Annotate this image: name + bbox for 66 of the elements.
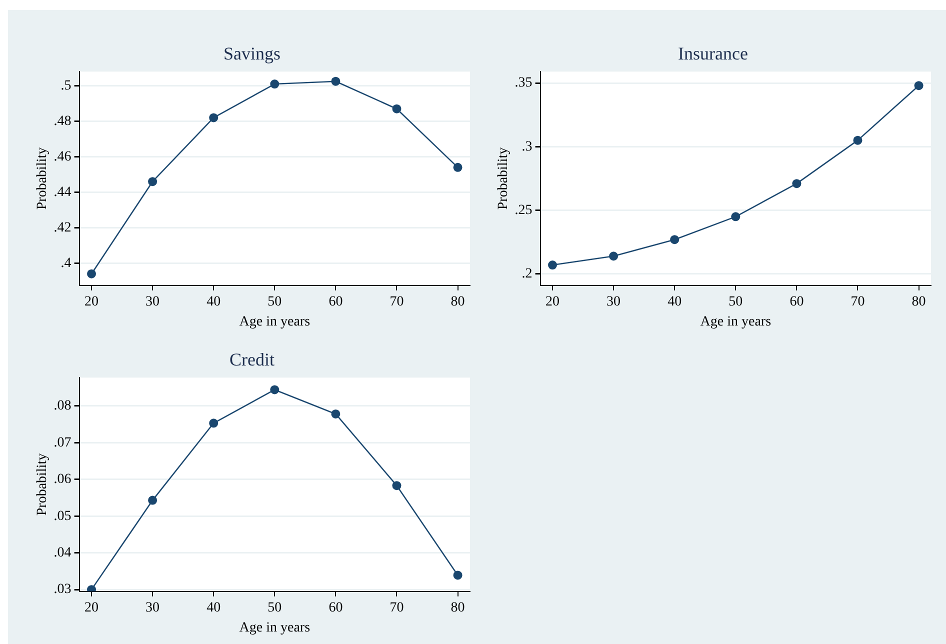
point [670,235,680,244]
chart-title: Credit [230,350,274,370]
point [331,409,340,418]
point [453,570,462,580]
y-tick-label: .25 [514,202,532,218]
y-axis-title: Probability [35,453,50,516]
point [792,179,802,188]
y-axis-title: Probability [496,147,512,210]
x-tick-label: 60 [790,294,804,310]
chart-title: Savings [223,44,281,64]
x-tick-label: 60 [328,600,343,616]
x-tick-label: 50 [268,294,282,310]
point [392,104,402,114]
x-tick-label: 40 [206,294,221,310]
x-tick-label: 20 [84,600,99,616]
y-tick-label: .4 [60,256,72,271]
y-tick-label: .05 [54,508,72,524]
x-tick-label: 30 [146,294,160,310]
y-tick-label: .3 [522,139,532,154]
chart-title: Insurance [678,44,748,64]
y-tick-label: .08 [54,398,72,414]
point [914,81,924,90]
point [548,260,558,270]
y-tick-label: .48 [54,114,72,129]
x-tick-label: 20 [546,294,560,310]
point [209,418,218,428]
x-tick-label: 70 [390,600,404,616]
x-tick-label: 60 [328,294,343,310]
x-tick-label: 70 [390,294,404,310]
x-tick-label: 30 [146,600,160,616]
x-tick-label: 30 [606,294,621,310]
point [731,212,740,222]
point [148,177,158,186]
y-tick-label: .42 [54,220,72,236]
point [609,252,618,261]
x-tick-label: 40 [206,600,221,616]
x-tick-label: 40 [668,294,682,310]
x-tick-label: 50 [268,600,282,616]
x-tick-label: 80 [450,600,465,616]
y-tick-label: .5 [60,78,72,94]
y-tick-label: .04 [54,546,72,560]
point [331,76,340,86]
y-axis-title: Probability [35,147,50,210]
point [270,385,280,394]
y-tick-label: .07 [54,435,72,450]
point [270,80,280,89]
x-tick-label: 20 [84,294,99,310]
x-axis-title: Age in years [239,314,310,330]
x-tick-label: 50 [728,294,743,310]
y-tick-label: .03 [54,582,72,598]
y-tick-label: .06 [54,472,72,488]
x-tick-label: 80 [450,294,465,310]
y-tick-label: .46 [54,149,72,164]
point [209,113,218,122]
y-tick-label: .2 [522,266,532,282]
x-tick-label: 80 [912,294,926,310]
point [453,162,462,172]
point [392,481,402,490]
x-tick-label: 70 [850,294,865,310]
point [87,269,96,278]
x-axis-title: Age in years [239,620,310,636]
y-tick-label: .35 [514,76,532,91]
y-tick-label: .44 [54,184,72,200]
point [853,136,862,145]
x-axis-title: Age in years [700,314,772,330]
point [148,496,158,505]
